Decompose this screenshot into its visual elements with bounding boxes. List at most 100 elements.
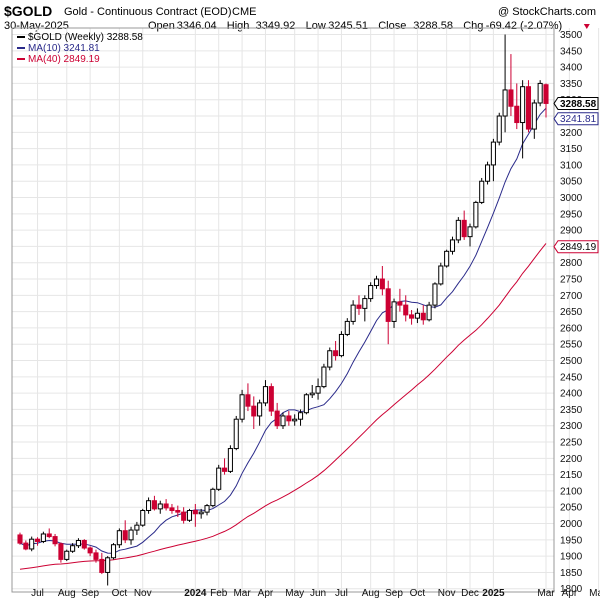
candle (479, 177, 485, 205)
candle (75, 538, 81, 548)
y-tick-label: 2600 (560, 323, 583, 334)
y-tick-label: 2450 (560, 372, 583, 383)
candle (52, 533, 58, 547)
candle-body (222, 467, 228, 472)
candle (356, 295, 362, 315)
candle-body (262, 386, 269, 404)
candle-body (403, 304, 409, 316)
candle (58, 542, 64, 563)
quote-open-label: Open (148, 20, 175, 32)
candle (525, 80, 532, 133)
candle-body (227, 448, 233, 472)
candle-body (64, 550, 70, 560)
candle-body (391, 301, 397, 322)
candle (46, 528, 52, 539)
y-tick-label: 3450 (560, 46, 583, 57)
candle-body (198, 511, 204, 515)
candle-body (543, 84, 549, 104)
x-tick-label: Jul (335, 588, 348, 599)
candle-body (362, 298, 368, 309)
candle (34, 537, 41, 546)
candle-body (502, 89, 508, 117)
y-tick-label: 3150 (560, 144, 583, 155)
candle-body (333, 350, 339, 357)
candle-body (128, 529, 134, 541)
candle (210, 487, 216, 508)
candle (444, 249, 450, 268)
candle-body (239, 394, 245, 420)
candle-body (34, 538, 41, 542)
candle-body (233, 418, 239, 450)
candle-body (467, 226, 473, 238)
candle-body (385, 288, 391, 322)
candle (140, 508, 146, 527)
candle (146, 497, 152, 514)
price-tag-box (553, 240, 599, 254)
candle (70, 543, 76, 553)
candle-body (508, 89, 514, 107)
x-tick-label: Jun (310, 588, 326, 599)
y-axis: 1800 1850 1900 1950 2000 2050 2100 2150 2200 2250… (560, 30, 583, 595)
y-tick-label: 2100 (560, 486, 583, 497)
y-tick-label: 2950 (560, 209, 583, 220)
instrument-name: Gold - Continuous Contract (EOD) (64, 6, 232, 18)
quote-low-value: 3245.51 (328, 20, 368, 32)
candle-body (473, 201, 479, 228)
candle-body (169, 507, 175, 511)
candle-body (514, 105, 520, 124)
price-tags: 3288.58 3241.81 2849.19 (553, 96, 599, 254)
candle-body (46, 533, 52, 538)
candle (344, 318, 350, 337)
candle-body (303, 394, 309, 414)
price-tag: 3288.58 (553, 96, 599, 110)
candle-body (531, 102, 537, 130)
x-axis: Jul Aug Sep Oct Nov 2024 Feb Mar Apr May Jun Jul Aug… (31, 588, 600, 599)
candle (23, 540, 29, 551)
candle (40, 531, 46, 544)
candle (537, 80, 543, 107)
y-tick-label: 2050 (560, 503, 583, 514)
candle (403, 295, 409, 322)
x-tick-label: Mar (537, 588, 555, 599)
candle (198, 508, 204, 519)
price-tag-label: 2849.19 (560, 242, 597, 253)
candle-body (356, 304, 362, 309)
candle (385, 280, 391, 345)
x-tick-label: Dec (461, 588, 479, 599)
candle (227, 445, 233, 474)
candle-body (140, 509, 146, 526)
candle-body (432, 283, 438, 306)
y-tick-label: 2550 (560, 340, 583, 351)
candle (29, 536, 35, 552)
candle (520, 80, 526, 159)
candle-body (40, 533, 46, 542)
ma10-line (19, 107, 547, 554)
candle (432, 282, 438, 309)
y-tick-label: 2800 (560, 258, 583, 269)
candle (181, 507, 187, 524)
candle-body (286, 415, 292, 422)
candle (116, 528, 122, 548)
candle-body (99, 558, 105, 573)
candle (461, 210, 467, 240)
candle (99, 552, 105, 575)
candle-body (146, 500, 152, 511)
chart-header: $GOLD Gold - Continuous Contract (EOD) C… (4, 3, 596, 32)
watermark: @ StockCharts.com (498, 6, 596, 18)
y-tick-label: 2700 (560, 291, 583, 302)
x-tick-label: Nov (438, 588, 456, 599)
quote-close-label: Close (378, 20, 406, 32)
candle (128, 526, 134, 545)
candle (543, 83, 549, 118)
price-tag: 2849.19 (553, 240, 599, 254)
candle-body (70, 545, 76, 552)
candle (420, 305, 426, 325)
candle-body (292, 418, 298, 422)
y-tick-label: 1900 (560, 552, 583, 563)
candle (473, 200, 479, 229)
candle-body (257, 402, 263, 417)
candle (409, 310, 415, 325)
candle-body (157, 503, 163, 510)
y-tick-label: 3400 (560, 63, 583, 74)
